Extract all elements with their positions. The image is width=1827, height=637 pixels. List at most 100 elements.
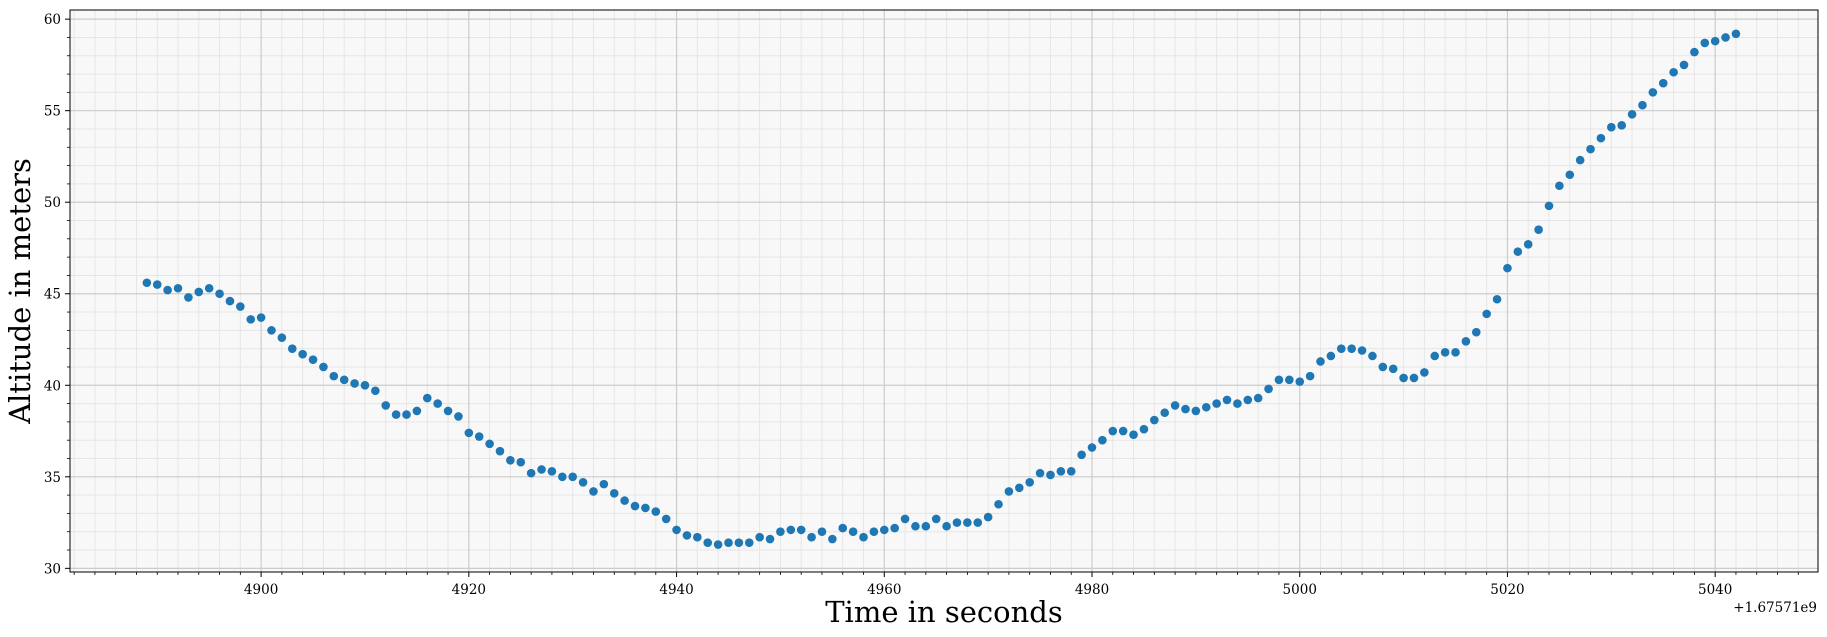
data-point bbox=[1721, 33, 1730, 42]
data-point bbox=[744, 538, 754, 548]
plot-background bbox=[70, 10, 1818, 572]
data-point bbox=[589, 487, 598, 496]
data-point bbox=[1565, 170, 1575, 180]
data-point bbox=[1513, 247, 1523, 256]
data-point bbox=[1461, 337, 1471, 346]
data-point bbox=[724, 538, 733, 548]
data-point bbox=[1420, 368, 1429, 377]
data-point bbox=[506, 456, 515, 465]
data-point bbox=[267, 326, 276, 335]
data-point bbox=[516, 457, 526, 467]
data-point bbox=[641, 503, 650, 513]
x-axis-ticks: 4900 4920 4940 4960 4980 5000 5020 5040 bbox=[73, 572, 1799, 598]
data-point bbox=[765, 534, 775, 544]
data-point bbox=[1233, 399, 1242, 408]
major-grid bbox=[70, 10, 1818, 572]
data-point bbox=[911, 521, 920, 531]
data-point bbox=[1575, 155, 1585, 165]
data-point bbox=[350, 379, 359, 388]
data-point bbox=[1638, 100, 1647, 110]
data-point bbox=[163, 285, 172, 295]
data-point bbox=[287, 344, 297, 353]
data-point bbox=[319, 362, 328, 372]
data-point bbox=[1015, 483, 1024, 493]
data-point bbox=[973, 518, 983, 527]
data-point bbox=[225, 296, 235, 306]
data-point bbox=[952, 518, 962, 527]
data-point bbox=[651, 507, 661, 516]
data-point bbox=[1295, 377, 1305, 386]
data-point bbox=[1035, 468, 1045, 478]
data-point bbox=[609, 488, 619, 498]
data-point bbox=[1066, 467, 1076, 476]
data-point bbox=[1492, 294, 1502, 304]
data-point bbox=[1087, 443, 1097, 452]
data-point bbox=[879, 525, 889, 535]
data-point bbox=[1046, 470, 1055, 480]
data-point bbox=[1056, 467, 1066, 476]
data-point bbox=[1170, 401, 1180, 410]
data-point bbox=[1482, 309, 1491, 319]
data-point bbox=[703, 538, 713, 548]
data-point bbox=[558, 472, 567, 482]
x-tick-label: 4940 bbox=[659, 582, 693, 598]
data-point bbox=[1098, 435, 1107, 445]
data-point bbox=[412, 406, 422, 416]
data-point bbox=[890, 523, 899, 533]
data-point bbox=[1679, 60, 1689, 70]
data-point bbox=[1555, 181, 1564, 191]
y-tick-label: 45 bbox=[44, 287, 61, 303]
data-point bbox=[682, 531, 692, 540]
data-point bbox=[983, 512, 993, 522]
data-point bbox=[963, 518, 972, 527]
data-point bbox=[1108, 426, 1118, 436]
data-point bbox=[204, 283, 214, 293]
data-point bbox=[1316, 357, 1325, 366]
data-point bbox=[1503, 263, 1512, 273]
y-tick-label: 35 bbox=[44, 470, 61, 486]
y-tick-label: 60 bbox=[44, 12, 61, 28]
data-point bbox=[485, 439, 494, 449]
data-point bbox=[1326, 351, 1336, 361]
data-point bbox=[1534, 225, 1543, 234]
data-point bbox=[859, 532, 868, 542]
data-point bbox=[630, 501, 640, 511]
data-point bbox=[1253, 393, 1263, 403]
data-point bbox=[537, 465, 546, 474]
data-point bbox=[184, 293, 193, 302]
data-point bbox=[817, 527, 827, 537]
data-point bbox=[277, 333, 287, 342]
y-axis-ticks: 30 35 40 45 50 55 60 bbox=[44, 12, 70, 577]
data-point bbox=[921, 521, 931, 531]
data-point bbox=[1181, 404, 1190, 414]
data-point bbox=[298, 349, 307, 359]
data-point bbox=[1586, 144, 1595, 154]
data-point bbox=[900, 514, 910, 524]
data-point bbox=[994, 499, 1003, 509]
data-point bbox=[1409, 373, 1419, 383]
data-point bbox=[578, 477, 588, 487]
y-tick-label: 30 bbox=[44, 561, 61, 577]
data-point bbox=[1658, 78, 1668, 88]
data-point bbox=[391, 410, 401, 419]
data-point bbox=[1150, 415, 1159, 425]
data-point bbox=[526, 468, 536, 478]
data-point bbox=[1025, 477, 1034, 487]
data-point bbox=[215, 289, 224, 299]
data-point bbox=[1523, 240, 1533, 249]
data-point bbox=[942, 521, 951, 531]
data-point bbox=[1388, 364, 1398, 374]
data-point bbox=[360, 380, 370, 390]
data-point bbox=[329, 371, 339, 381]
data-point bbox=[1627, 110, 1637, 119]
data-point bbox=[713, 540, 723, 549]
x-tick-label: 4920 bbox=[452, 582, 486, 598]
data-point bbox=[1243, 395, 1253, 405]
y-tick-label: 55 bbox=[44, 104, 61, 120]
data-point bbox=[1399, 373, 1408, 383]
data-point bbox=[402, 410, 411, 419]
data-point bbox=[246, 315, 256, 324]
x-tick-label: 4900 bbox=[244, 582, 278, 598]
x-tick-label: 4960 bbox=[867, 582, 901, 598]
data-point bbox=[1004, 487, 1014, 496]
